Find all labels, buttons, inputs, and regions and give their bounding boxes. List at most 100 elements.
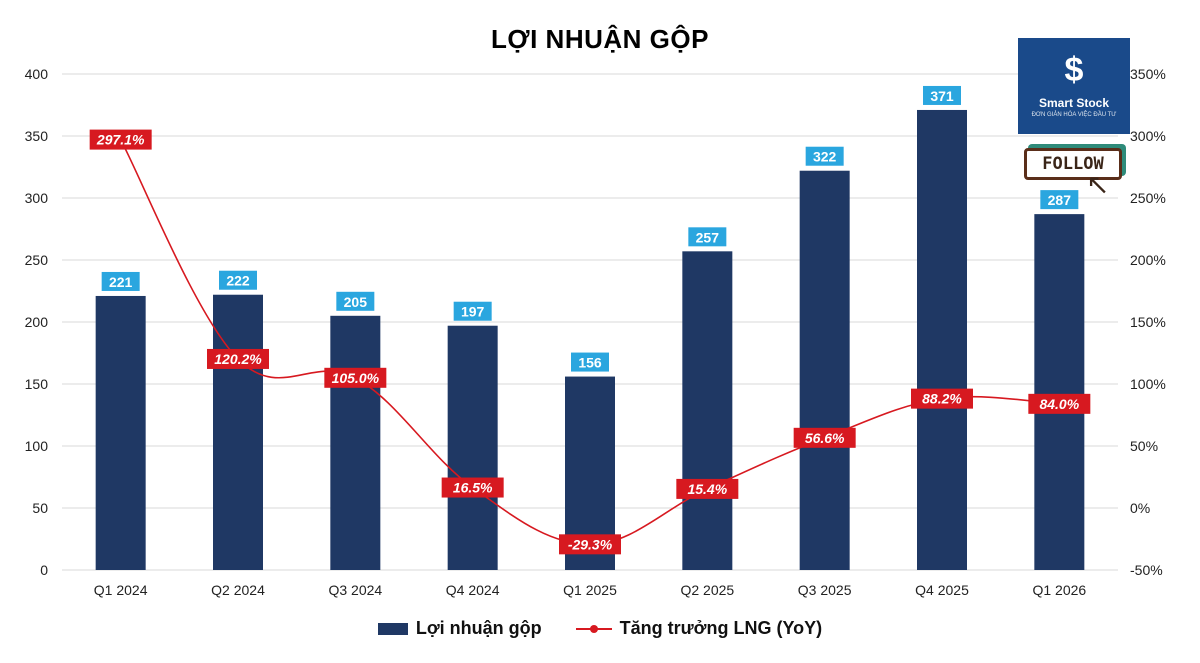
bar-data-label-text: 156 bbox=[578, 355, 602, 371]
bar-value-labels: 221 222 205 197 156 257 322 371 287 bbox=[101, 85, 1079, 372]
bar-data-label-bg bbox=[101, 271, 140, 291]
left-axis-tick-label: 100 bbox=[25, 438, 49, 454]
growth-data-label-text: 120.2% bbox=[214, 351, 262, 367]
bar-data-label-text: 322 bbox=[813, 149, 837, 165]
growth-data-label: 16.5% bbox=[441, 477, 504, 498]
growth-data-label-bg bbox=[1028, 393, 1091, 414]
x-axis-tick-label: Q2 2025 bbox=[680, 582, 734, 598]
bar-data-label-bg bbox=[336, 291, 375, 311]
bar-data-label-bg bbox=[923, 85, 961, 105]
x-axis-tick-label: Q1 2024 bbox=[94, 582, 148, 598]
bar bbox=[213, 294, 263, 570]
right-axis-tick-label: 150% bbox=[1130, 314, 1166, 330]
growth-data-label-text: 56.6% bbox=[805, 430, 845, 446]
growth-data-label: 297.1% bbox=[89, 129, 152, 150]
growth-value-labels: 297.1% 120.2% 105.0% 16.5% -29.3% 15.4% 56.6% 8… bbox=[89, 129, 1091, 555]
left-axis: 0 50 100 150 200 250 300 350 400 bbox=[25, 66, 49, 578]
bar-data-label: 287 bbox=[1040, 190, 1079, 210]
bar bbox=[330, 315, 381, 570]
bar-data-label-bg bbox=[453, 301, 492, 321]
bar bbox=[1034, 214, 1085, 570]
growth-data-label: -29.3% bbox=[559, 534, 621, 555]
logo-name: Smart Stock bbox=[1038, 96, 1110, 110]
follow-button[interactable]: FOLLOW bbox=[1024, 148, 1122, 180]
growth-data-label-text: 88.2% bbox=[922, 391, 962, 407]
bar-data-label: 222 bbox=[219, 270, 257, 290]
bar-data-label-text: 287 bbox=[1048, 192, 1072, 208]
right-axis: -50% 0% 50% 100% 150% 200% 250% 300% 350% bbox=[1130, 66, 1166, 578]
legend-label-line: Tăng trưởng LNG (YoY) bbox=[619, 618, 823, 638]
growth-data-label-text: 105.0% bbox=[332, 370, 380, 386]
growth-data-label: 105.0% bbox=[324, 367, 387, 388]
growth-data-label-bg bbox=[324, 367, 387, 388]
left-axis-tick-label: 50 bbox=[32, 500, 48, 516]
right-axis-tick-label: -50% bbox=[1130, 562, 1163, 578]
bar bbox=[95, 295, 146, 570]
legend-item-line[interactable]: Tăng trưởng LNG (YoY) bbox=[575, 618, 823, 639]
x-axis: Q1 2024 Q2 2024 Q3 2024 Q4 2024 Q1 2025 Q2 20… bbox=[94, 582, 1087, 598]
right-axis-tick-label: 100% bbox=[1130, 376, 1166, 392]
left-axis-tick-label: 250 bbox=[25, 252, 49, 268]
legend-item-bars[interactable]: Lợi nhuận gộp bbox=[377, 618, 542, 639]
bar-data-label-bg bbox=[219, 270, 257, 290]
growth-data-label-text: 297.1% bbox=[96, 132, 145, 148]
bar bbox=[447, 325, 498, 570]
left-axis-tick-label: 0 bbox=[40, 562, 48, 578]
chart-title: LỢI NHUẬN GỘP bbox=[491, 24, 709, 54]
bar bbox=[917, 109, 967, 571]
x-axis-tick-label: Q1 2026 bbox=[1032, 582, 1086, 598]
growth-data-label-bg bbox=[89, 129, 152, 150]
bar-data-label: 205 bbox=[336, 291, 375, 311]
bar-data-label-text: 205 bbox=[344, 294, 368, 310]
smart-stock-logo-icon: $ bbox=[1064, 51, 1084, 89]
bar-data-label-text: 371 bbox=[930, 88, 954, 104]
growth-data-label-text: 16.5% bbox=[453, 480, 493, 496]
bar-data-label-text: 257 bbox=[696, 229, 720, 245]
legend-line-swatch bbox=[575, 623, 612, 635]
bar-data-label-bg bbox=[688, 227, 727, 247]
bar bbox=[682, 251, 733, 570]
left-axis-tick-label: 400 bbox=[25, 66, 49, 82]
growth-data-label-text: 15.4% bbox=[687, 481, 727, 497]
growth-data-label: 120.2% bbox=[207, 348, 269, 369]
cursor-arrow-icon: ↖ bbox=[1086, 169, 1110, 200]
bars bbox=[95, 109, 1085, 571]
x-axis-tick-label: Q3 2024 bbox=[328, 582, 382, 598]
bar-data-label: 197 bbox=[453, 301, 492, 321]
growth-data-label-bg bbox=[559, 534, 621, 555]
left-axis-tick-label: 200 bbox=[25, 314, 49, 330]
bar-data-label: 257 bbox=[688, 227, 727, 247]
growth-data-label-bg bbox=[911, 388, 973, 409]
smart-stock-logo[interactable]: $ Smart Stock ĐƠN GIẢN HÓA VIỆC ĐẦU TƯ bbox=[1018, 38, 1130, 134]
growth-data-label: 15.4% bbox=[676, 478, 739, 499]
growth-data-label-bg bbox=[441, 477, 504, 498]
bar-data-label: 322 bbox=[805, 146, 844, 166]
right-axis-tick-label: 350% bbox=[1130, 66, 1166, 82]
left-axis-tick-label: 300 bbox=[25, 190, 49, 206]
bar-data-label: 221 bbox=[101, 271, 140, 291]
bar bbox=[799, 170, 850, 570]
x-axis-tick-label: Q3 2025 bbox=[798, 582, 852, 598]
right-axis-tick-label: 50% bbox=[1130, 438, 1158, 454]
logo-tagline: ĐƠN GIẢN HÓA VIỆC ĐẦU TƯ bbox=[1031, 112, 1117, 118]
legend-bar-swatch bbox=[377, 622, 408, 635]
growth-data-label-text: -29.3% bbox=[568, 536, 613, 552]
bar-data-label: 156 bbox=[571, 352, 609, 372]
bar-data-label-text: 221 bbox=[109, 274, 133, 290]
growth-data-label-bg bbox=[676, 478, 739, 499]
legend: Lợi nhuận gộp Tăng trưởng LNG (YoY) bbox=[0, 618, 1200, 639]
right-axis-tick-label: 300% bbox=[1130, 128, 1166, 144]
bar-data-label-text: 197 bbox=[461, 304, 485, 320]
x-axis-tick-label: Q4 2025 bbox=[915, 582, 969, 598]
right-axis-tick-label: 200% bbox=[1130, 252, 1166, 268]
left-axis-tick-label: 150 bbox=[25, 376, 49, 392]
x-axis-tick-label: Q2 2024 bbox=[211, 582, 265, 598]
growth-data-label-bg bbox=[207, 348, 269, 369]
legend-label-bars: Lợi nhuận gộp bbox=[415, 618, 542, 638]
bar-data-label: 371 bbox=[923, 85, 961, 105]
growth-data-label: 84.0% bbox=[1028, 393, 1091, 414]
growth-data-label: 88.2% bbox=[911, 388, 973, 409]
growth-data-label: 56.6% bbox=[793, 427, 856, 448]
left-axis-tick-label: 350 bbox=[25, 128, 49, 144]
